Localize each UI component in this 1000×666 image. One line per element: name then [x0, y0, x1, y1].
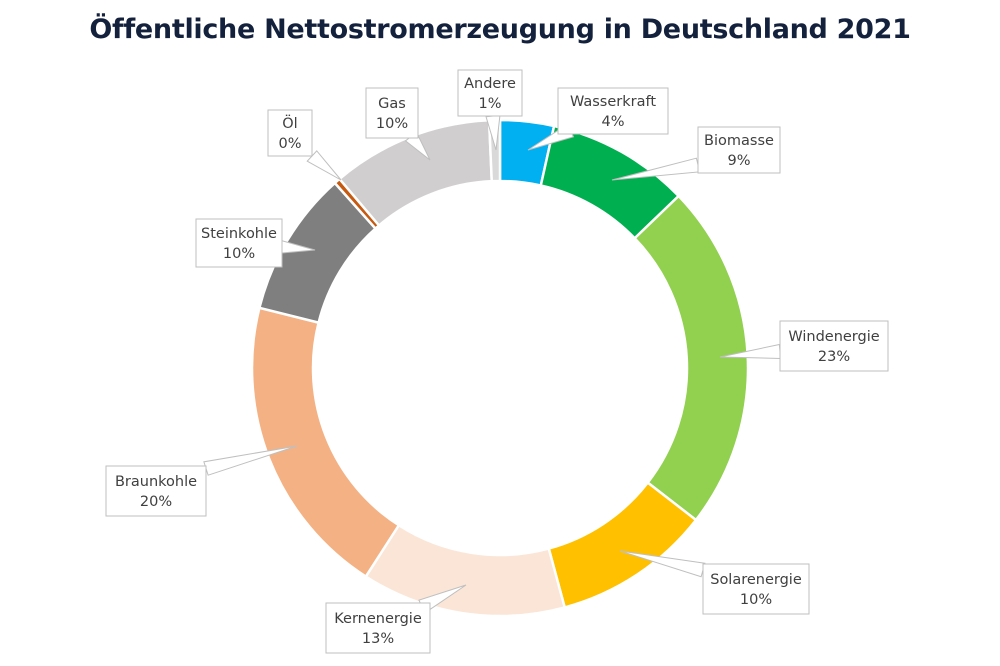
- category-label: Steinkohle: [201, 226, 277, 242]
- slice-braunkohle: [250, 306, 401, 579]
- callout-box: [195, 218, 283, 268]
- data-label-wasserkraft: Wasserkraft 4%: [527, 87, 669, 151]
- value-label: 20%: [140, 494, 172, 510]
- value-label: 10%: [223, 246, 255, 262]
- category-label: Kernenergie: [334, 611, 422, 627]
- data-label-oel: Öl 0%: [267, 109, 342, 181]
- value-label: 0%: [278, 136, 301, 152]
- callout-box: [105, 465, 207, 517]
- callout-box: [697, 126, 781, 174]
- category-label: Solarenergie: [710, 572, 802, 588]
- data-label-andere: Andere 1%: [457, 69, 523, 151]
- value-label: 9%: [727, 153, 750, 169]
- category-label: Andere: [464, 76, 516, 92]
- slice-kernenergie: [364, 523, 567, 618]
- data-label-braunkohle: Braunkohle 20%: [105, 445, 298, 517]
- category-label: Wasserkraft: [570, 94, 656, 110]
- slice-windenergie: [632, 194, 750, 522]
- callout-box: [365, 87, 419, 139]
- callout-box: [267, 109, 313, 157]
- category-label: Öl: [282, 114, 297, 132]
- value-label: 1%: [478, 96, 501, 112]
- callout-box: [702, 563, 810, 615]
- slice-solarenergie: [547, 480, 698, 609]
- value-label: 10%: [376, 116, 408, 132]
- data-label-gas: Gas 10%: [365, 87, 431, 161]
- value-label: 4%: [601, 114, 624, 130]
- data-label-biomasse: Biomasse 9%: [611, 126, 781, 181]
- donut-slices: [250, 118, 750, 618]
- callout-box: [457, 69, 523, 117]
- data-label-windenergie: Windenergie 23%: [719, 320, 889, 372]
- callout-box: [557, 87, 669, 135]
- data-label-kernenergie: Kernenergie 13%: [325, 584, 467, 654]
- data-label-solarenergie: Solarenergie 10%: [619, 550, 810, 615]
- value-label: 13%: [362, 631, 394, 647]
- category-label: Biomasse: [704, 133, 774, 149]
- category-label: Windenergie: [788, 329, 879, 345]
- data-label-steinkohle: Steinkohle 10%: [195, 218, 316, 268]
- category-label: Gas: [378, 96, 406, 112]
- value-label: 10%: [740, 592, 772, 608]
- category-label: Braunkohle: [115, 474, 197, 490]
- callout-box: [779, 320, 889, 372]
- callout-box: [325, 602, 431, 654]
- chart-title: Öffentliche Nettostromerzeugung in Deuts…: [89, 14, 911, 45]
- data-labels: Wasserkraft 4% Biomasse 9% Windenergie 23% Sol…: [105, 69, 889, 654]
- value-label: 23%: [818, 349, 850, 365]
